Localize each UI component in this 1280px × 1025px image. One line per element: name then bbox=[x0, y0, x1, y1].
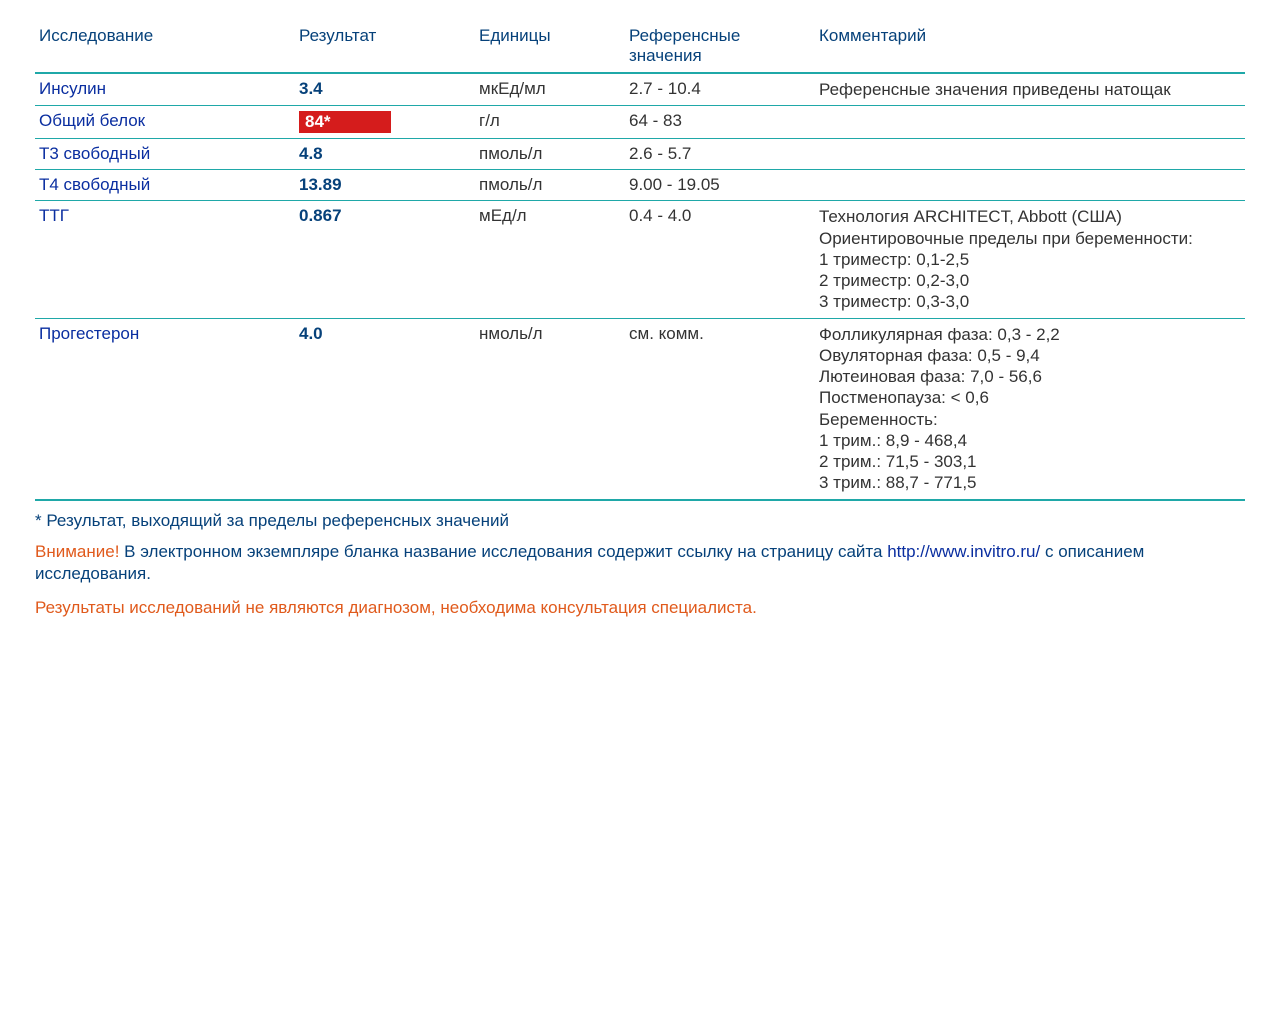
result-cell: 4.8 bbox=[295, 139, 475, 170]
result-value-out-of-range: 84* bbox=[299, 111, 391, 133]
table-row: Инсулин3.4 мкЕд/мл2.7 - 10.4Референсные з… bbox=[35, 73, 1245, 106]
col-header-comment: Комментарий bbox=[815, 20, 1245, 73]
reference-cell: см. комм. bbox=[625, 318, 815, 500]
units-cell: мЕд/л bbox=[475, 201, 625, 318]
col-header-test: Исследование bbox=[35, 20, 295, 73]
units-cell: нмоль/л bbox=[475, 318, 625, 500]
result-value: 4.8 bbox=[299, 144, 323, 163]
reference-cell: 0.4 - 4.0 bbox=[625, 201, 815, 318]
table-row: Т3 свободный4.8 пмоль/л2.6 - 5.7 bbox=[35, 139, 1245, 170]
result-cell: 0.867 bbox=[295, 201, 475, 318]
footnote-out-of-range: * Результат, выходящий за пределы рефере… bbox=[35, 511, 1245, 531]
disclaimer-text: Результаты исследований не являются диаг… bbox=[35, 598, 1245, 618]
test-name-cell[interactable]: Общий белок bbox=[35, 106, 295, 139]
units-cell: пмоль/л bbox=[475, 139, 625, 170]
result-value: 0.867 bbox=[299, 206, 342, 225]
comment-cell: Референсные значения приведены натощак bbox=[815, 73, 1245, 106]
units-cell: г/л bbox=[475, 106, 625, 139]
reference-cell: 64 - 83 bbox=[625, 106, 815, 139]
reference-cell: 9.00 - 19.05 bbox=[625, 170, 815, 201]
table-header-row: Исследование Результат Единицы Референсн… bbox=[35, 20, 1245, 73]
result-cell: 3.4 bbox=[295, 73, 475, 106]
result-value: 3.4 bbox=[299, 79, 323, 98]
comment-cell: Фолликулярная фаза: 0,3 - 2,2 Овуляторна… bbox=[815, 318, 1245, 500]
warning-prefix: Внимание! bbox=[35, 542, 119, 561]
result-cell: 4.0 bbox=[295, 318, 475, 500]
comment-cell bbox=[815, 139, 1245, 170]
table-row: Т4 свободный13.89 пмоль/л9.00 - 19.05 bbox=[35, 170, 1245, 201]
col-header-reference: Референсные значения bbox=[625, 20, 815, 73]
warning-block: Внимание! В электронном экземпляре бланк… bbox=[35, 541, 1245, 587]
test-name-cell[interactable]: Инсулин bbox=[35, 73, 295, 106]
col-header-result: Результат bbox=[295, 20, 475, 73]
table-row: Прогестерон4.0 нмоль/лсм. комм.Фолликуляр… bbox=[35, 318, 1245, 500]
result-value: 13.89 bbox=[299, 175, 342, 194]
test-name-cell[interactable]: Т3 свободный bbox=[35, 139, 295, 170]
reference-cell: 2.7 - 10.4 bbox=[625, 73, 815, 106]
units-cell: пмоль/л bbox=[475, 170, 625, 201]
test-name-cell[interactable]: ТТГ bbox=[35, 201, 295, 318]
comment-cell bbox=[815, 170, 1245, 201]
result-cell: 84* bbox=[295, 106, 475, 139]
col-header-units: Единицы bbox=[475, 20, 625, 73]
test-name-cell[interactable]: Т4 свободный bbox=[35, 170, 295, 201]
result-cell: 13.89 bbox=[295, 170, 475, 201]
table-row: ТТГ0.867 мЕд/л0.4 - 4.0Технология ARCHITE… bbox=[35, 201, 1245, 318]
units-cell: мкЕд/мл bbox=[475, 73, 625, 106]
comment-cell: Технология ARCHITECT, Abbott (США) Ориен… bbox=[815, 201, 1245, 318]
results-table: Исследование Результат Единицы Референсн… bbox=[35, 20, 1245, 501]
warning-text-1: В электронном экземпляре бланка название… bbox=[119, 542, 887, 561]
warning-link[interactable]: http://www.invitro.ru/ bbox=[887, 542, 1040, 561]
reference-cell: 2.6 - 5.7 bbox=[625, 139, 815, 170]
result-value: 4.0 bbox=[299, 324, 323, 343]
table-row: Общий белок84* г/л64 - 83 bbox=[35, 106, 1245, 139]
comment-cell bbox=[815, 106, 1245, 139]
test-name-cell[interactable]: Прогестерон bbox=[35, 318, 295, 500]
